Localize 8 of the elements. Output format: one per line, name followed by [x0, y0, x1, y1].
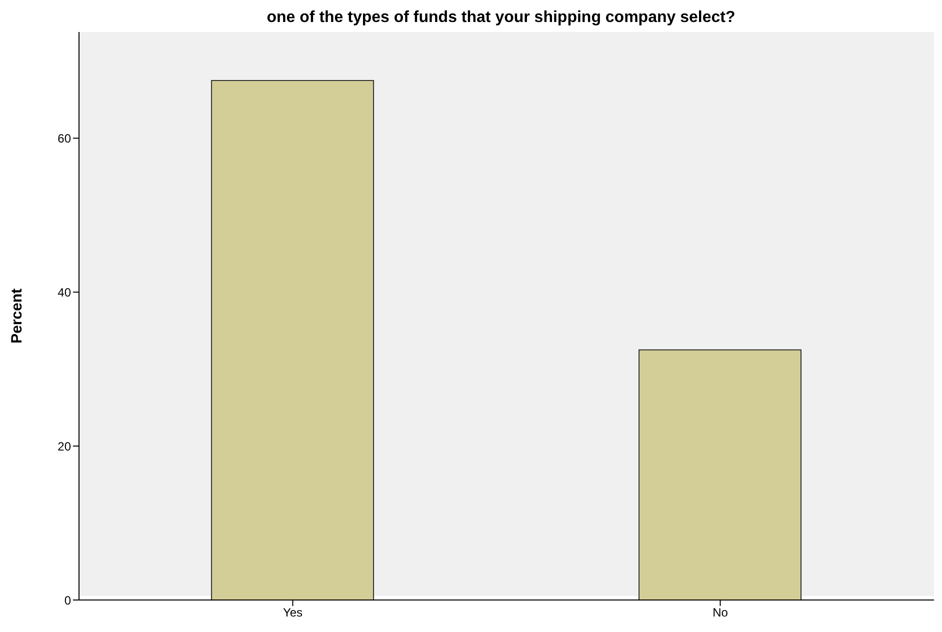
chart-title: one of the types of funds that your shipping company select? — [266, 8, 736, 28]
y-axis-title: Percent — [8, 288, 26, 344]
x-tick-label: No — [712, 606, 728, 620]
y-tick-label: 60 — [58, 131, 72, 146]
y-tick-label: 20 — [58, 439, 72, 454]
x-tick-label: Yes — [282, 606, 303, 620]
y-tick-label: 40 — [58, 285, 72, 300]
y-tick-label: 0 — [64, 593, 72, 608]
